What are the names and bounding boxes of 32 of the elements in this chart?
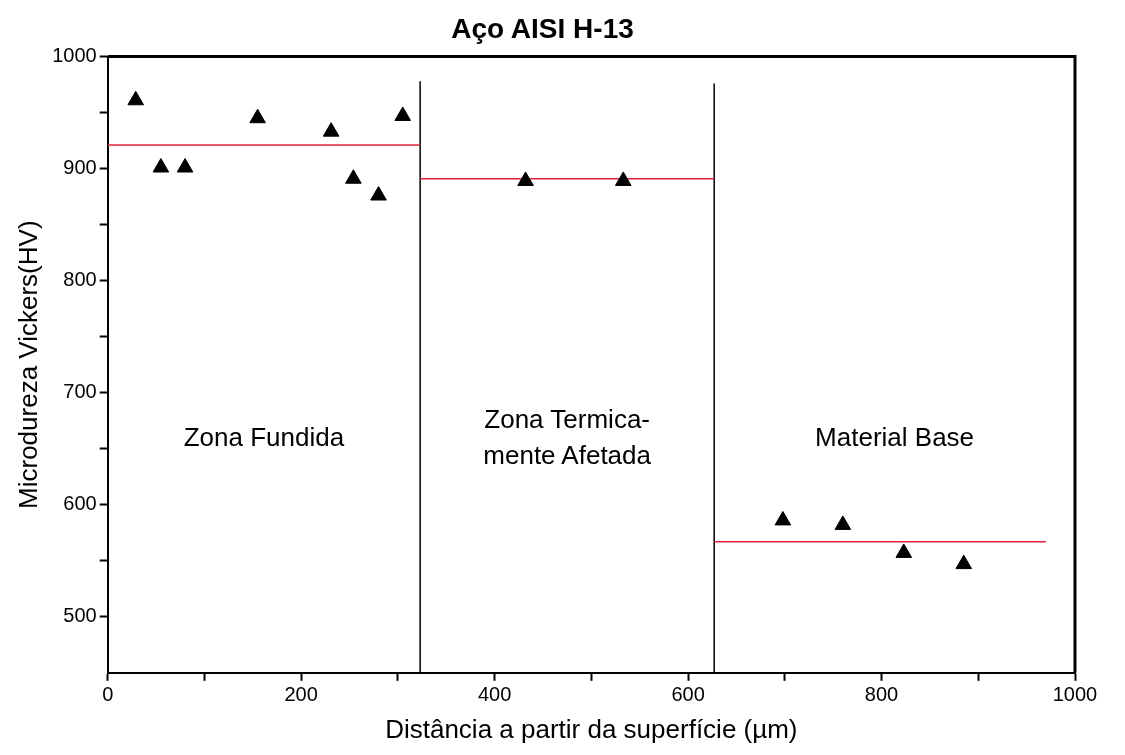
annotation: Zona Fundida (183, 421, 345, 452)
point (895, 543, 913, 558)
point (517, 171, 534, 186)
y-tick-label: 900 (63, 156, 97, 179)
point (774, 510, 792, 526)
point (394, 106, 412, 121)
y-tick-label: 500 (63, 604, 97, 627)
point (152, 158, 170, 173)
point (345, 169, 362, 184)
point (127, 90, 145, 106)
point (249, 108, 266, 124)
x-tick-label: 800 (864, 683, 899, 706)
y-tick-label: 800 (63, 268, 97, 291)
point (322, 122, 340, 137)
x-tick-label: 400 (477, 683, 512, 706)
chart-title: Aço AISI H-13 (451, 12, 634, 44)
x-tick-label: 600 (671, 683, 705, 706)
y-tick-label: 1000 (52, 44, 97, 67)
x-axis-title: Distância a partir da superfície (µm) (385, 713, 798, 744)
y-tick-label: 600 (63, 492, 97, 515)
point (955, 554, 973, 570)
annotation: Material Base (815, 421, 975, 452)
y-tick-label: 700 (63, 380, 97, 403)
point (834, 515, 852, 530)
x-tick-label: 1000 (1052, 683, 1098, 706)
y-axis-title: Microdureza Vickers(HV) (12, 220, 43, 509)
annotation: Zona Termica- mente Afetada (483, 403, 652, 470)
x-tick-label: 200 (284, 683, 318, 706)
point (614, 171, 632, 186)
x-tick-label: 0 (102, 683, 114, 706)
point (176, 158, 194, 173)
point (370, 186, 387, 201)
